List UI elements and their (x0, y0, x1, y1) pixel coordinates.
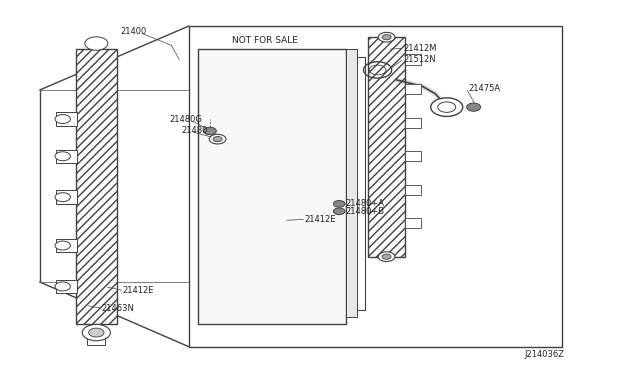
Text: 21512N: 21512N (403, 55, 436, 64)
Bar (198, 49, 346, 324)
Circle shape (467, 103, 481, 111)
Circle shape (333, 208, 345, 215)
Circle shape (382, 254, 391, 259)
Circle shape (333, 201, 345, 207)
Circle shape (55, 241, 70, 250)
Text: 21475A: 21475A (468, 84, 500, 93)
Bar (56, 190, 77, 204)
Bar (405, 84, 421, 94)
Text: 21463N: 21463N (101, 304, 134, 312)
Bar (405, 151, 421, 161)
Bar (56, 239, 77, 252)
Circle shape (209, 134, 226, 144)
Bar (76, 49, 117, 324)
Bar (346, 49, 357, 317)
Circle shape (213, 137, 222, 142)
Circle shape (88, 328, 104, 337)
Bar (224, 57, 365, 310)
Circle shape (431, 98, 463, 116)
Bar (405, 54, 421, 65)
Bar (87, 332, 105, 345)
Circle shape (55, 193, 70, 202)
Circle shape (204, 127, 216, 135)
Bar (405, 218, 421, 228)
Text: 21412M: 21412M (403, 44, 436, 53)
Bar (405, 185, 421, 195)
Text: 21480+B: 21480+B (346, 207, 385, 216)
Text: 21480+A: 21480+A (346, 199, 385, 208)
Circle shape (82, 324, 110, 341)
Text: NOT FOR SALE: NOT FOR SALE (232, 36, 298, 45)
Bar (368, 37, 405, 257)
Text: 21412E: 21412E (305, 215, 336, 224)
Text: 21412E: 21412E (123, 286, 154, 295)
Circle shape (382, 35, 391, 40)
Circle shape (55, 282, 70, 291)
Text: J214036Z: J214036Z (525, 350, 564, 359)
Bar (405, 118, 421, 128)
Text: 21400: 21400 (120, 27, 147, 36)
Circle shape (84, 37, 108, 50)
Bar (56, 280, 77, 293)
Bar (56, 112, 77, 126)
Text: 21480: 21480 (181, 126, 207, 135)
Circle shape (378, 252, 395, 262)
Circle shape (55, 152, 70, 161)
Bar (56, 150, 77, 163)
Text: 21480G: 21480G (170, 115, 202, 124)
Circle shape (55, 115, 70, 124)
Circle shape (378, 32, 395, 42)
